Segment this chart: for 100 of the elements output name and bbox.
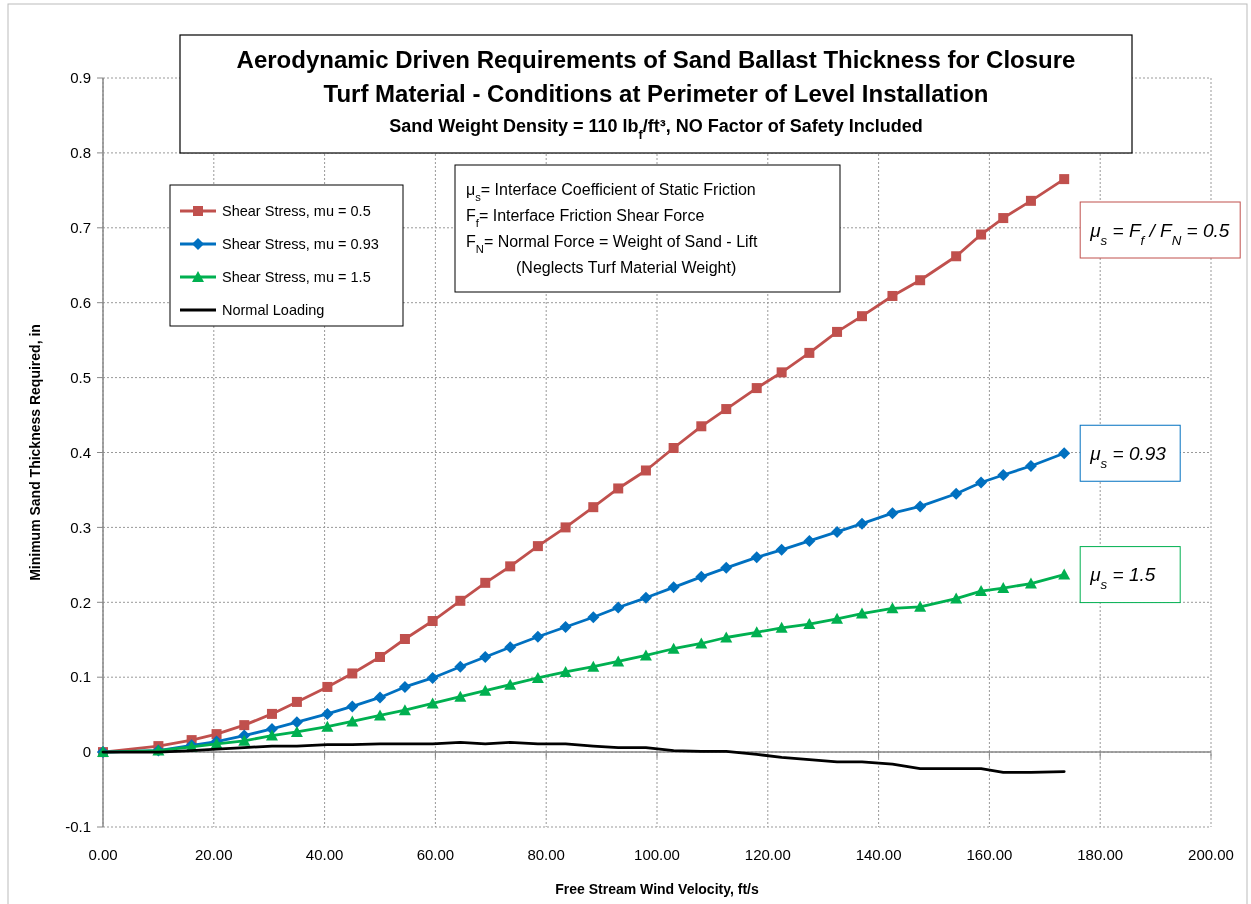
point (975, 476, 988, 489)
y-tick-label: 0.3 (70, 518, 91, 536)
x-tick-label: 120.00 (744, 846, 791, 863)
point (887, 290, 898, 301)
point (1058, 568, 1071, 580)
point (291, 696, 302, 707)
point (751, 383, 762, 394)
point (831, 525, 844, 538)
point (720, 561, 733, 574)
text: Sand Weight Density = 110 lb$_{f}$/ft³, NO Factor of Safety Included (389, 116, 923, 142)
point (375, 651, 385, 662)
point (531, 630, 544, 643)
annotation: μ$_{s}$ = 1.5 (1089, 564, 1156, 592)
point (346, 715, 359, 727)
point (559, 621, 572, 634)
point (531, 671, 544, 683)
point (347, 668, 358, 679)
point (321, 720, 334, 732)
point (612, 655, 625, 667)
point (950, 487, 963, 500)
point (997, 582, 1010, 594)
point (505, 561, 516, 572)
y-tick-label: 0.9 (70, 69, 91, 87)
annotation: μ$_{s}$ = F$_{f}$ / F$_{N}$ = 0.5 (1089, 219, 1230, 248)
point (832, 326, 843, 337)
point (398, 704, 411, 716)
annotation: μ$_{s}$= Interface Coefficient of Static Friction (466, 181, 756, 203)
point (803, 534, 816, 547)
point (976, 229, 987, 240)
x-tick-label: 200.00 (1188, 846, 1234, 863)
point (695, 570, 708, 583)
point (1024, 577, 1037, 589)
point (239, 720, 250, 731)
point (775, 543, 788, 556)
x-tick-label: 60.00 (416, 846, 455, 863)
y-tick-label: 0 (82, 743, 91, 761)
point (667, 581, 680, 594)
point (1025, 195, 1036, 206)
point (950, 592, 963, 604)
point (454, 690, 467, 702)
point (588, 502, 599, 513)
point (915, 275, 926, 286)
legend-label: Shear Stress, mu = 0.93 (222, 236, 379, 253)
point (831, 612, 844, 624)
point (776, 367, 787, 378)
annotation: μ$_{s}$ = 0.93 (1089, 442, 1167, 471)
point (532, 541, 543, 552)
point (399, 634, 410, 644)
y-tick-label: 0.4 (70, 443, 91, 461)
point (322, 681, 333, 692)
x-tick-label: 0.00 (88, 846, 118, 863)
point (640, 465, 651, 476)
point (346, 700, 359, 713)
point (504, 678, 517, 690)
legend-label: Normal Loading (222, 302, 325, 319)
point (804, 347, 815, 358)
point (612, 601, 625, 614)
point (803, 618, 816, 630)
point (265, 729, 278, 741)
point (479, 684, 492, 696)
point (480, 577, 491, 588)
point (211, 729, 222, 740)
y-axis-title: Minimum Sand Thickness Required, in (27, 324, 43, 581)
chart-title: Aerodynamic Driven Requirements of Sand Ballast Thickness for Closure Turf Material - Conditions at Perimeter of Level Installation (236, 46, 1076, 107)
y-tick-label: 0.8 (70, 144, 91, 162)
point (479, 650, 492, 663)
point (997, 468, 1010, 481)
point (613, 483, 624, 494)
point (951, 251, 962, 262)
point (290, 716, 303, 729)
point (750, 551, 763, 564)
point (886, 602, 899, 614)
point (454, 660, 467, 673)
point (1058, 447, 1071, 460)
point (855, 607, 868, 619)
x-tick-label: 180.00 (1077, 846, 1124, 863)
point (667, 642, 680, 654)
point (238, 734, 251, 746)
y-tick-label: 0.2 (70, 593, 91, 611)
point (455, 595, 466, 606)
x-tick-label: 80.00 (527, 846, 565, 863)
point (914, 500, 927, 513)
y-tick-label: 0.6 (70, 293, 91, 311)
point (696, 421, 707, 432)
point (374, 709, 386, 721)
point (427, 616, 438, 627)
point (695, 637, 708, 649)
point (426, 671, 439, 684)
point (504, 641, 517, 654)
y-tick-label: 0.7 (70, 219, 91, 237)
point (321, 707, 334, 720)
point (587, 660, 600, 672)
point (374, 691, 386, 704)
x-tick-label: 40.00 (305, 846, 344, 863)
point (639, 649, 652, 661)
point (856, 311, 867, 322)
x-tick-label: 20.00 (195, 846, 233, 863)
point (426, 697, 439, 709)
point (975, 585, 988, 597)
point (560, 522, 571, 533)
